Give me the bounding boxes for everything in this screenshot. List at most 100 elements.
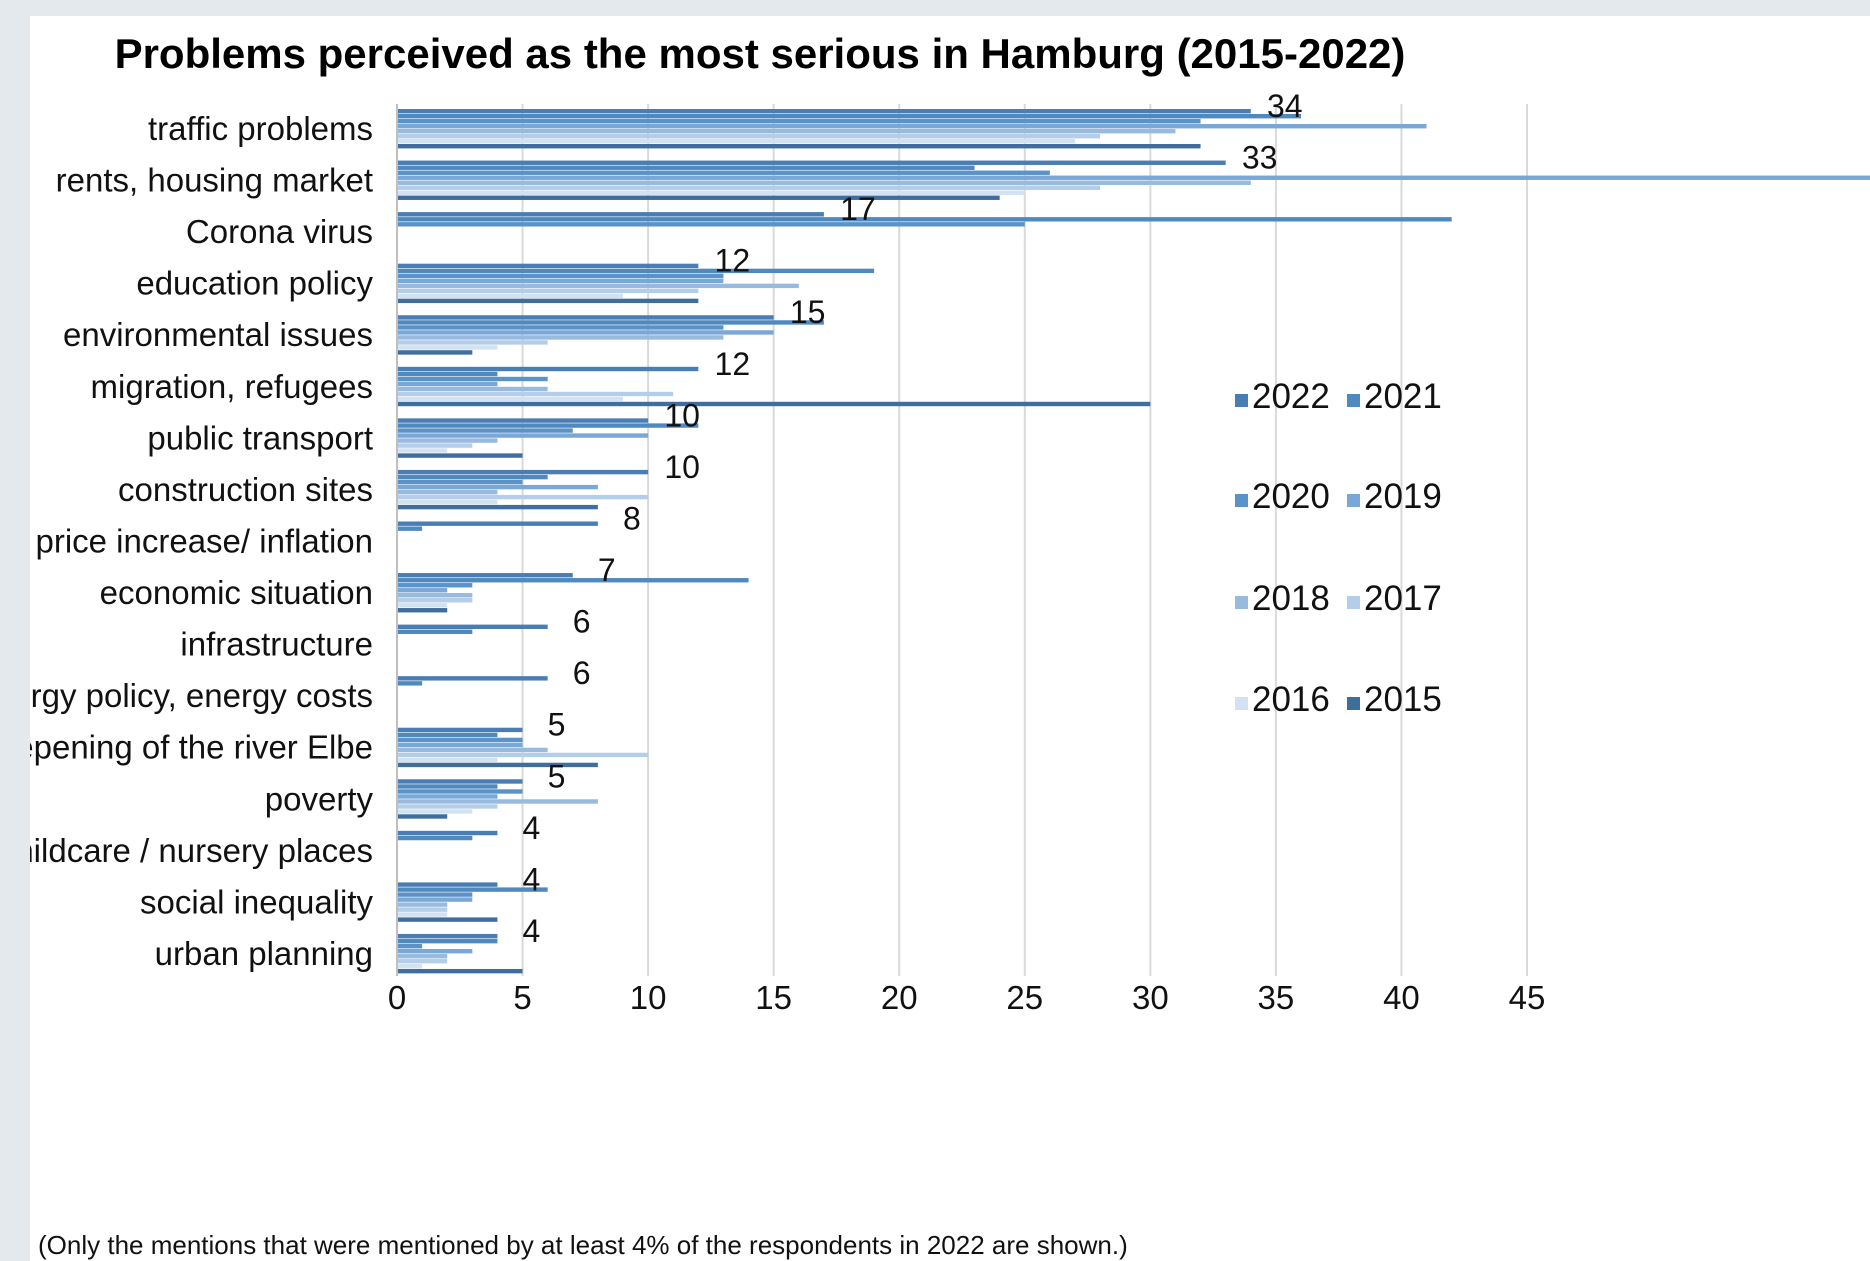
bar-2021 xyxy=(397,938,498,944)
bar-2020 xyxy=(397,325,724,330)
legend-item-2016: 2016 xyxy=(1235,680,1330,719)
bar-2022 xyxy=(397,779,523,784)
bar-2022 xyxy=(397,160,1226,165)
legend-item-2019: 2019 xyxy=(1347,477,1442,516)
bar-2021 xyxy=(397,887,548,892)
data-label: 6 xyxy=(573,655,591,691)
bar-2019 xyxy=(397,433,649,438)
category-label: childcare / nursery places xyxy=(30,832,373,869)
bar-2022 xyxy=(397,212,824,217)
category-label: economic situation xyxy=(100,574,373,611)
bar-2021 xyxy=(397,732,498,738)
bar-2020 xyxy=(397,479,523,485)
category-label: infrastructure xyxy=(180,626,373,663)
bar-2022 xyxy=(397,727,523,733)
bar-2015 xyxy=(397,195,1000,200)
bar-2021 xyxy=(397,629,473,634)
bar-2022 xyxy=(397,882,498,887)
legend-label: 2021 xyxy=(1364,377,1442,416)
bar-2022 xyxy=(397,315,774,320)
category-label: poverty xyxy=(265,780,374,817)
bar-2020 xyxy=(397,222,1025,227)
bar-2016 xyxy=(397,499,498,505)
data-label: 12 xyxy=(715,346,751,382)
bar-2019 xyxy=(397,742,523,748)
bar-2020 xyxy=(397,943,423,949)
bar-2022 xyxy=(397,469,649,475)
x-tick-label: 40 xyxy=(1383,979,1420,1016)
gridlines xyxy=(521,104,1528,976)
bar-2018 xyxy=(397,129,1176,134)
bar-2022 xyxy=(397,109,1251,114)
category-label: social inequality xyxy=(140,883,373,920)
category-labels: traffic problems rents, housing market Cor… xyxy=(30,110,373,972)
bar-2018 xyxy=(397,747,548,753)
x-tick-label: 0 xyxy=(388,979,406,1016)
category-label: price increase/ inflation xyxy=(35,522,373,559)
bar-2022 xyxy=(397,933,498,939)
data-label: 34 xyxy=(1267,88,1303,124)
bar-2019 xyxy=(397,794,498,799)
bar-2016 xyxy=(397,963,423,969)
legend-item-2018: 2018 xyxy=(1235,579,1330,618)
data-label: 10 xyxy=(664,449,700,485)
bar-2021 xyxy=(397,371,498,377)
category-label: construction sites xyxy=(118,471,373,508)
bar-2015 xyxy=(397,504,598,510)
bar-2022 xyxy=(397,418,649,423)
bar-2017 xyxy=(397,752,649,758)
chart-footnote: (Only the mentions that were mentioned b… xyxy=(38,1230,1128,1260)
category-label: Corona virus xyxy=(186,213,373,250)
bar-2016 xyxy=(397,603,448,608)
chart-title: Problems perceived as the most serious i… xyxy=(115,30,1406,77)
bar-2021 xyxy=(397,578,749,583)
category-label: deepening of the river Elbe xyxy=(30,729,373,766)
data-label: 5 xyxy=(548,707,566,743)
bars xyxy=(397,109,1870,974)
bar-2022 xyxy=(397,676,548,681)
bar-2020 xyxy=(397,583,473,588)
bar-2018 xyxy=(397,489,498,495)
category-label: migration, refugees xyxy=(91,368,373,405)
legend-swatch xyxy=(1235,394,1248,407)
bar-2022 xyxy=(397,366,699,372)
legend-item-2020: 2020 xyxy=(1235,477,1330,516)
bar-2022 xyxy=(397,263,699,269)
bar-2018 xyxy=(397,283,799,289)
x-tick-label: 10 xyxy=(630,979,667,1016)
bar-2018 xyxy=(397,902,448,907)
bar-2016 xyxy=(397,448,448,453)
bar-2018 xyxy=(397,335,724,340)
bar-2015 xyxy=(397,608,448,613)
bar-2015 xyxy=(397,917,498,922)
bar-2020 xyxy=(397,376,548,382)
bar-2021 xyxy=(397,681,423,686)
x-tick-label: 15 xyxy=(755,979,792,1016)
bar-2016 xyxy=(397,293,623,299)
legend-item-2015: 2015 xyxy=(1347,680,1442,719)
data-label: 6 xyxy=(573,604,591,640)
bar-2017 xyxy=(397,958,448,964)
bar-2020 xyxy=(397,428,573,433)
data-label: 10 xyxy=(664,397,700,433)
bar-2016 xyxy=(397,809,473,814)
bar-2021 xyxy=(397,217,1452,222)
bar-2017 xyxy=(397,598,473,603)
x-tick-label: 20 xyxy=(881,979,918,1016)
bar-2020 xyxy=(397,892,473,897)
bar-2021 xyxy=(397,423,699,428)
legend-item-2022: 2022 xyxy=(1235,377,1330,416)
data-label: 17 xyxy=(840,191,876,227)
category-label: rents, housing market xyxy=(56,162,373,199)
data-label: 33 xyxy=(1242,140,1278,176)
data-label: 15 xyxy=(790,294,826,330)
bar-2015 xyxy=(397,401,1151,407)
bar-2019 xyxy=(397,897,473,902)
legend-swatch xyxy=(1235,697,1248,710)
bar-2022 xyxy=(397,624,548,629)
legend: 2022 2021 2020 2019 2018 2017 2016 2015 xyxy=(1235,377,1442,719)
bar-2019 xyxy=(397,124,1427,129)
data-label: 4 xyxy=(523,810,541,846)
data-label: 7 xyxy=(598,552,616,588)
bar-2019 xyxy=(397,381,498,387)
